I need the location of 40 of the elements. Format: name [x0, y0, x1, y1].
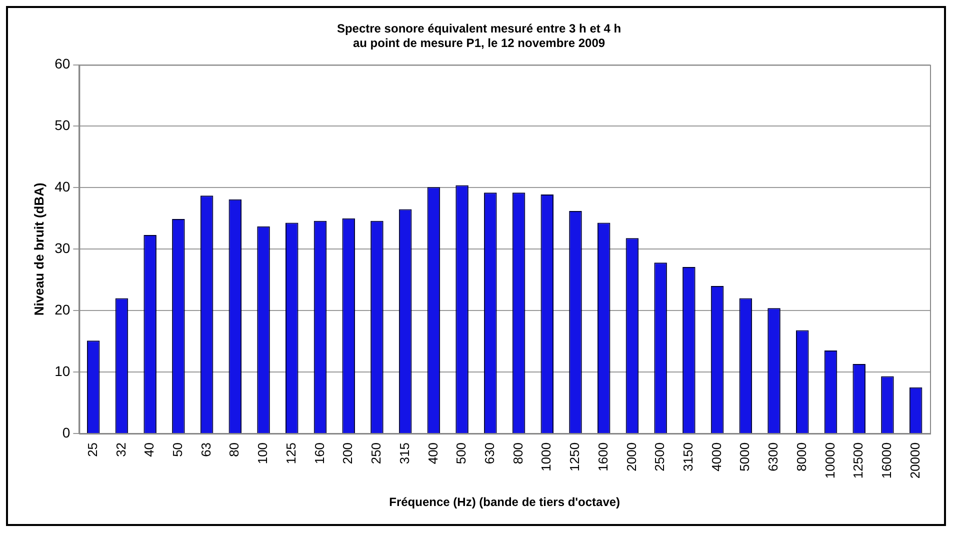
x-tick-label: 3150 [680, 442, 696, 472]
x-tick-label: 25 [84, 442, 100, 457]
x-tick-label: 20000 [907, 442, 922, 479]
x-tick-label: 1250 [567, 442, 582, 472]
x-tick-label: 200 [340, 442, 356, 464]
y-tick-label: 40 [54, 178, 70, 195]
y-tick-label: 60 [54, 56, 70, 72]
x-tick-label: 10000 [822, 442, 838, 479]
x-tick-label: 125 [283, 442, 298, 464]
x-tick-label: 16000 [879, 442, 894, 479]
x-tick-label: 250 [368, 442, 384, 464]
x-tick-label: 1600 [595, 442, 610, 472]
x-tick-label: 4000 [708, 442, 724, 472]
x-tick-label: 500 [454, 442, 469, 464]
x-tick-label: 32 [113, 442, 128, 457]
x-tick-label: 40 [142, 442, 157, 457]
x-tick-label: 1000 [538, 442, 554, 472]
x-tick-label: 160 [312, 442, 327, 464]
x-tick-label: 50 [170, 442, 186, 457]
x-tick-label: 800 [510, 442, 526, 464]
x-tick-label: 80 [226, 442, 242, 457]
chart-title: Spectre sonore équivalent mesuré entre 3 h et 4 h au point de mesure P1, le 12 novembre 2009 [336, 22, 622, 50]
x-tick-label: 5000 [737, 442, 752, 472]
x-tick-label: 315 [396, 442, 412, 464]
x-tick-label: 8000 [794, 442, 809, 472]
x-tick-label: 400 [425, 442, 440, 464]
x-tick-label: 2000 [624, 442, 639, 472]
x-axis-title: Fréquence (Hz) (bande de tiers d'octave) [389, 495, 620, 510]
x-tick-label: 2500 [652, 442, 668, 472]
x-tick-label: 630 [482, 442, 497, 464]
y-tick-label: 10 [54, 362, 70, 379]
y-tick-label: 0 [62, 424, 70, 440]
x-tick-label: 6300 [766, 442, 781, 472]
y-axis-title: Niveau de bruit (dBA) [31, 182, 46, 316]
y-tick-label: 30 [54, 240, 70, 256]
x-tick-label: 100 [255, 442, 270, 464]
x-tick-label: 63 [198, 442, 214, 457]
y-tick-label: 20 [54, 301, 70, 318]
y-tick-label: 50 [54, 117, 70, 134]
x-tick-label: 12500 [850, 442, 866, 479]
